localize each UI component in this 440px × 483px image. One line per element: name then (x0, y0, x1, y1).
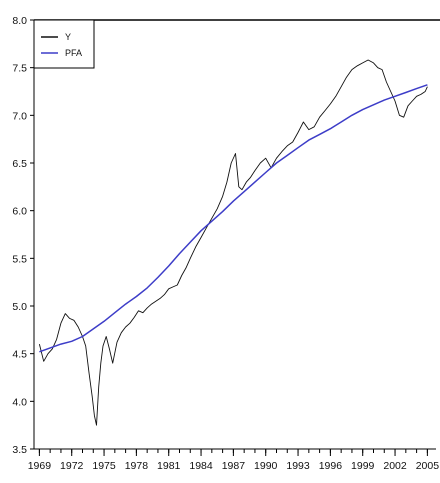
x-tick-label: 1990 (254, 460, 278, 472)
x-tick-label: 1978 (125, 460, 149, 472)
x-axis: 1969 1972 1975 1978 1981 1984 1987 1990 1993 1996… (28, 449, 440, 472)
x-tick-label: 1999 (351, 460, 375, 472)
legend-box (33, 19, 95, 69)
y-tick-label: 4.5 (12, 349, 27, 361)
x-tick-label: 1984 (189, 460, 213, 472)
series-line-pfa (39, 84, 428, 353)
x-tick-label: 2005 (416, 460, 440, 472)
series-line-y (38, 59, 428, 426)
y-tick-label: 8.0 (12, 15, 27, 27)
x-tick-label: 1972 (60, 460, 84, 472)
y-tick-label: 7.0 (12, 110, 27, 122)
series-layer (38, 59, 428, 426)
y-tick-label: 3.5 (12, 444, 27, 456)
x-tick-label: 2002 (383, 460, 407, 472)
x-tick-label: 1987 (222, 460, 246, 472)
y-tick-label: 7.5 (12, 63, 27, 75)
x-tick-label: 1996 (319, 460, 343, 472)
legend: Y PFA (33, 19, 95, 69)
y-axis: 3.5 4.0 4.5 5.0 5.5 6.0 6.5 7.0 7.5 8.0 (12, 15, 34, 456)
y-tick-label: 5.5 (12, 253, 27, 265)
x-tick-label: 1993 (286, 460, 310, 472)
legend-label-pfa: PFA (65, 48, 82, 58)
plot-frame (33, 19, 440, 450)
legend-label-y: Y (65, 32, 71, 42)
y-tick-label: 4.0 (12, 396, 27, 408)
x-tick-label: 1981 (157, 460, 181, 472)
x-tick-label: 1969 (28, 460, 52, 472)
x-tick-label: 1975 (92, 460, 116, 472)
y-tick-label: 5.0 (12, 301, 27, 313)
y-tick-label: 6.5 (12, 158, 27, 170)
y-tick-label: 6.0 (12, 206, 27, 218)
